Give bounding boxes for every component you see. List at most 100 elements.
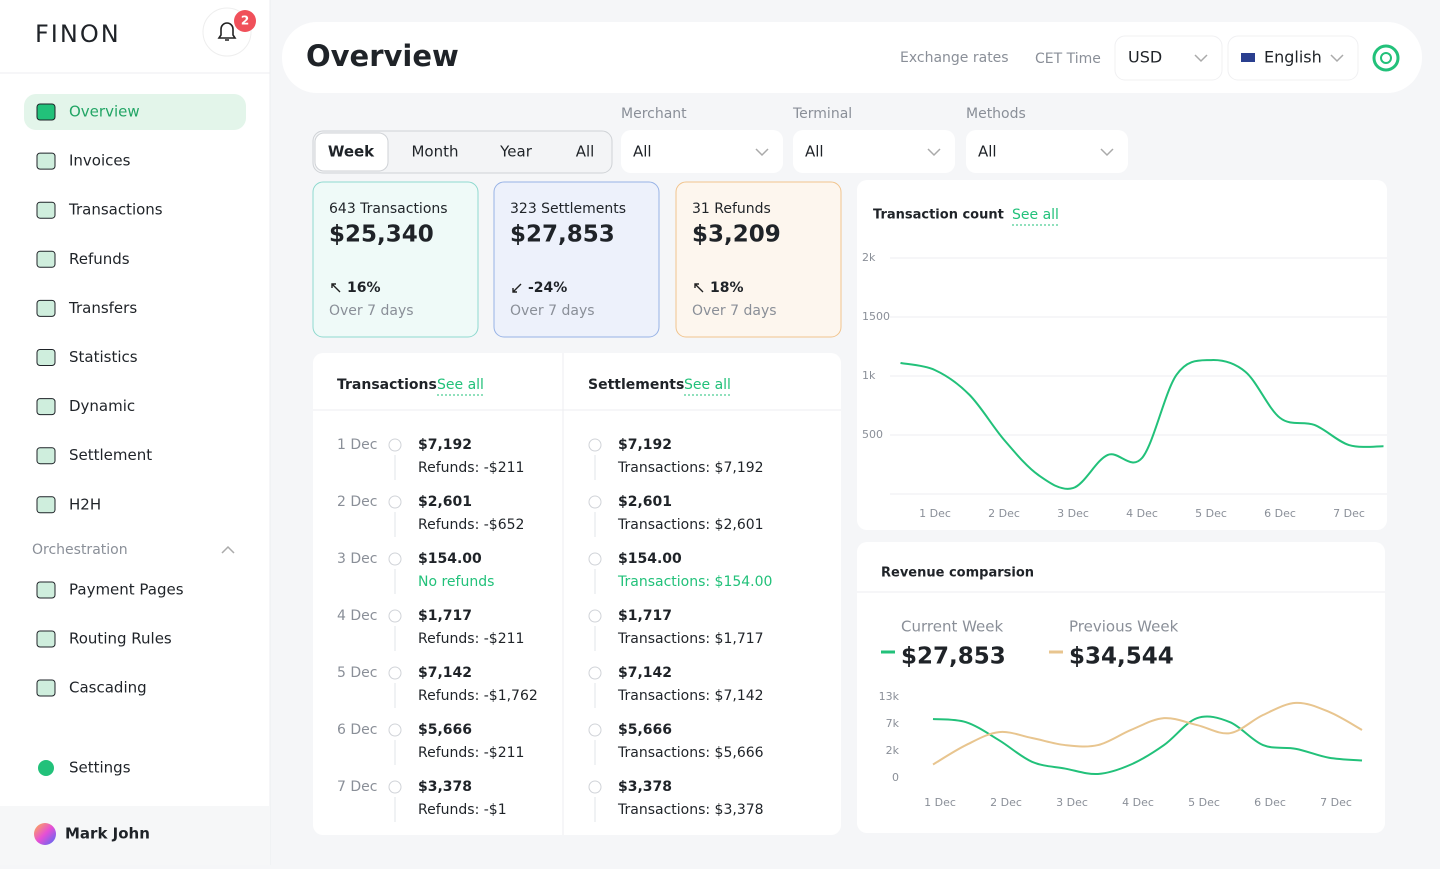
tab-active: [314, 132, 389, 172]
logo: FINON: [35, 20, 121, 48]
nav-item[interactable]: Invoices: [69, 152, 131, 170]
nav-item[interactable]: Routing Rules: [69, 630, 172, 648]
card-change: 16%: [347, 280, 381, 296]
legend-total: $34,544: [1069, 644, 1174, 670]
timeline-dot: [588, 723, 602, 737]
nav-item[interactable]: Statistics: [69, 348, 138, 366]
kpi-card: [675, 181, 842, 338]
tab[interactable]: Month: [411, 143, 458, 161]
tab[interactable]: All: [576, 143, 595, 161]
timeline-dot: [588, 780, 602, 794]
chevron: [755, 148, 769, 157]
tab[interactable]: Year: [499, 143, 533, 161]
timeline-dot: [388, 552, 402, 566]
card-period: Over 7 days: [329, 303, 414, 319]
card-amount: $25,340: [329, 222, 434, 248]
user-name[interactable]: Mark John: [65, 825, 150, 843]
card-period: Over 7 days: [692, 303, 777, 319]
nav-icon: [36, 201, 56, 219]
row-amount: $1,717: [418, 608, 472, 624]
legend-label: Previous Week: [1069, 618, 1179, 636]
nav-item[interactable]: Cascading: [69, 679, 147, 697]
nav-item[interactable]: Settings: [69, 759, 131, 777]
row-note: Transactions: $1,717: [617, 631, 764, 647]
timeline-dot: [588, 552, 602, 566]
nav-icon: [38, 760, 54, 776]
header-link[interactable]: Exchange rates: [900, 50, 1009, 66]
timeline-dot: [388, 495, 402, 509]
row-note: Refunds: -$1,762: [418, 688, 538, 704]
row-amount: $5,666: [618, 722, 672, 738]
tab[interactable]: Week: [328, 143, 375, 161]
row-date: 7 Dec: [337, 779, 377, 795]
header-link[interactable]: CET Time: [1035, 51, 1101, 67]
nav-item[interactable]: Dynamic: [69, 397, 135, 415]
filter-label: Terminal: [792, 106, 852, 122]
timeline-dot: [588, 609, 602, 623]
nav-item[interactable]: Payment Pages: [69, 581, 184, 599]
row-note: Transactions: $3,378: [617, 802, 764, 818]
nav-item[interactable]: Settlement: [69, 446, 152, 464]
row-note: Refunds: -$211: [418, 745, 524, 761]
nav-icon: [36, 299, 56, 317]
y-tick-label: 13k: [879, 690, 900, 703]
row-note: Transactions: $5,666: [617, 745, 764, 761]
row-amount: $7,192: [618, 437, 672, 453]
nav-icon: [36, 581, 56, 599]
card-amount: $27,853: [510, 222, 615, 248]
trend-arrow: [512, 283, 522, 293]
support-icon[interactable]: [1372, 44, 1400, 72]
language-select[interactable]: [1227, 35, 1359, 81]
filter-select[interactable]: [621, 130, 783, 173]
currency: USD: [1128, 48, 1162, 67]
row-amount: $2,601: [418, 494, 472, 510]
see-all[interactable]: See all: [437, 377, 484, 393]
row-date: 5 Dec: [337, 665, 377, 681]
x-tick-label: 7 Dec: [1333, 507, 1365, 520]
nav-item[interactable]: Transactions: [68, 201, 163, 219]
x-tick-label: 3 Dec: [1057, 507, 1089, 520]
nav-item[interactable]: Overview: [69, 103, 140, 121]
filter-select[interactable]: [793, 130, 955, 173]
y-tick-label: 2k: [886, 744, 900, 757]
timeline-dot: [588, 438, 602, 452]
timeline-dot: [388, 666, 402, 680]
card-change: -24%: [528, 280, 567, 296]
currency-select[interactable]: [1114, 35, 1223, 81]
nav-item[interactable]: Transfers: [68, 299, 137, 317]
trend-arrow: [694, 283, 704, 293]
filter-select[interactable]: [966, 130, 1128, 173]
row-note: No refunds: [418, 574, 494, 590]
y-tick-label: 7k: [886, 717, 900, 730]
row-note: Refunds: -$652: [418, 517, 524, 533]
row-note: Refunds: -$211: [418, 631, 524, 647]
timeline-dot: [388, 723, 402, 737]
language: English: [1264, 48, 1322, 67]
see-all[interactable]: See all: [684, 377, 731, 393]
nav-item[interactable]: Refunds: [69, 250, 130, 268]
timeline-dot: [388, 438, 402, 452]
y-tick-label: 1500: [862, 310, 890, 323]
chevron: [221, 545, 235, 554]
nav-icon: [36, 398, 56, 416]
x-tick-label: 1 Dec: [919, 507, 951, 520]
row-note: Transactions: $7,192: [617, 460, 764, 476]
y-tick-label: 2k: [862, 251, 876, 264]
list-title: Transactions: [337, 377, 437, 393]
nav-item[interactable]: H2H: [69, 495, 101, 513]
legend-total: $27,853: [901, 644, 1006, 670]
x-tick-label: 6 Dec: [1254, 796, 1286, 809]
row-amount: $1,717: [618, 608, 672, 624]
data-line: [932, 715, 1363, 775]
x-tick-label: 1 Dec: [924, 796, 956, 809]
nav-icon: [36, 496, 56, 514]
row-note: Refunds: -$211: [418, 460, 524, 476]
y-tick-label: 0: [892, 771, 899, 784]
timeline-dot: [588, 495, 602, 509]
timeline-dot: [388, 609, 402, 623]
nav-icon: [36, 250, 56, 268]
see-all[interactable]: See all: [1012, 207, 1059, 223]
x-tick-label: 4 Dec: [1126, 507, 1158, 520]
y-tick-label: 500: [862, 428, 883, 441]
